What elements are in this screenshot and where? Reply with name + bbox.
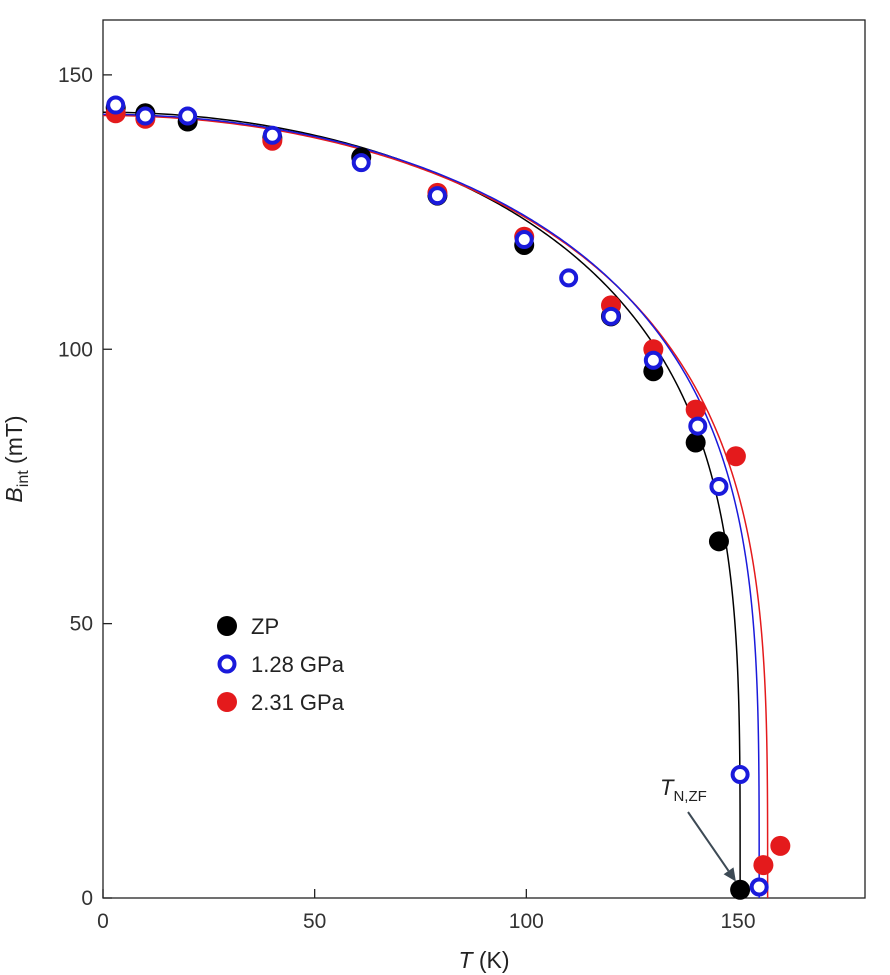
x-axis-label: T (K) (458, 947, 509, 973)
data-point (351, 153, 371, 173)
data-point (601, 306, 621, 326)
legend-label-zp: ZP (251, 614, 279, 639)
data-point (708, 531, 729, 552)
plot-frame (102, 19, 866, 899)
data-point (262, 125, 282, 145)
y-tick-label: 100 (58, 338, 93, 361)
x-tick-label: 50 (303, 910, 326, 933)
x-tick-label: 150 (720, 910, 755, 933)
y-tick-label: 0 (81, 887, 93, 910)
annotation-label: TN,ZF (660, 775, 707, 805)
fit-line-1 (102, 113, 760, 898)
legend-marker-1-28-gpa (217, 654, 237, 674)
data-point (753, 855, 774, 876)
legend: ZP 1.28 GPa 2.31 GPa (217, 614, 345, 715)
data-point (730, 765, 750, 785)
data-point (688, 416, 708, 436)
data-point (178, 106, 198, 126)
legend-marker-zp (217, 616, 237, 636)
data-points (105, 95, 791, 900)
annotation-arrow-head (723, 867, 736, 882)
y-tick-label: 150 (58, 64, 93, 87)
data-point (749, 877, 769, 897)
data-point (725, 446, 746, 467)
fit-line-0 (102, 111, 741, 898)
data-point (770, 835, 791, 856)
data-point (685, 399, 706, 420)
data-point (106, 95, 126, 115)
legend-marker-2-31-gpa (217, 692, 237, 712)
legend-label-1-28-gpa: 1.28 GPa (251, 652, 345, 677)
data-point (685, 432, 706, 453)
y-tick-label: 50 (70, 613, 93, 636)
x-tick-label: 0 (97, 910, 109, 933)
legend-label-2-31-gpa: 2.31 GPa (251, 690, 345, 715)
y-axis-label: Bint (mT) (1, 415, 32, 502)
data-point (730, 879, 751, 900)
annotation-tn-zf: TN,ZF (660, 775, 736, 882)
fit-line-2 (102, 114, 769, 898)
data-point (514, 230, 534, 249)
annotation-arrow (687, 811, 730, 872)
data-point (643, 350, 663, 370)
axis-ticks: 0 50 100 150 0 50 100 150 (58, 64, 756, 933)
data-point (709, 476, 729, 496)
data-point (559, 268, 579, 288)
data-point (135, 106, 155, 126)
x-tick-label: 100 (509, 910, 544, 933)
data-point (427, 186, 447, 206)
